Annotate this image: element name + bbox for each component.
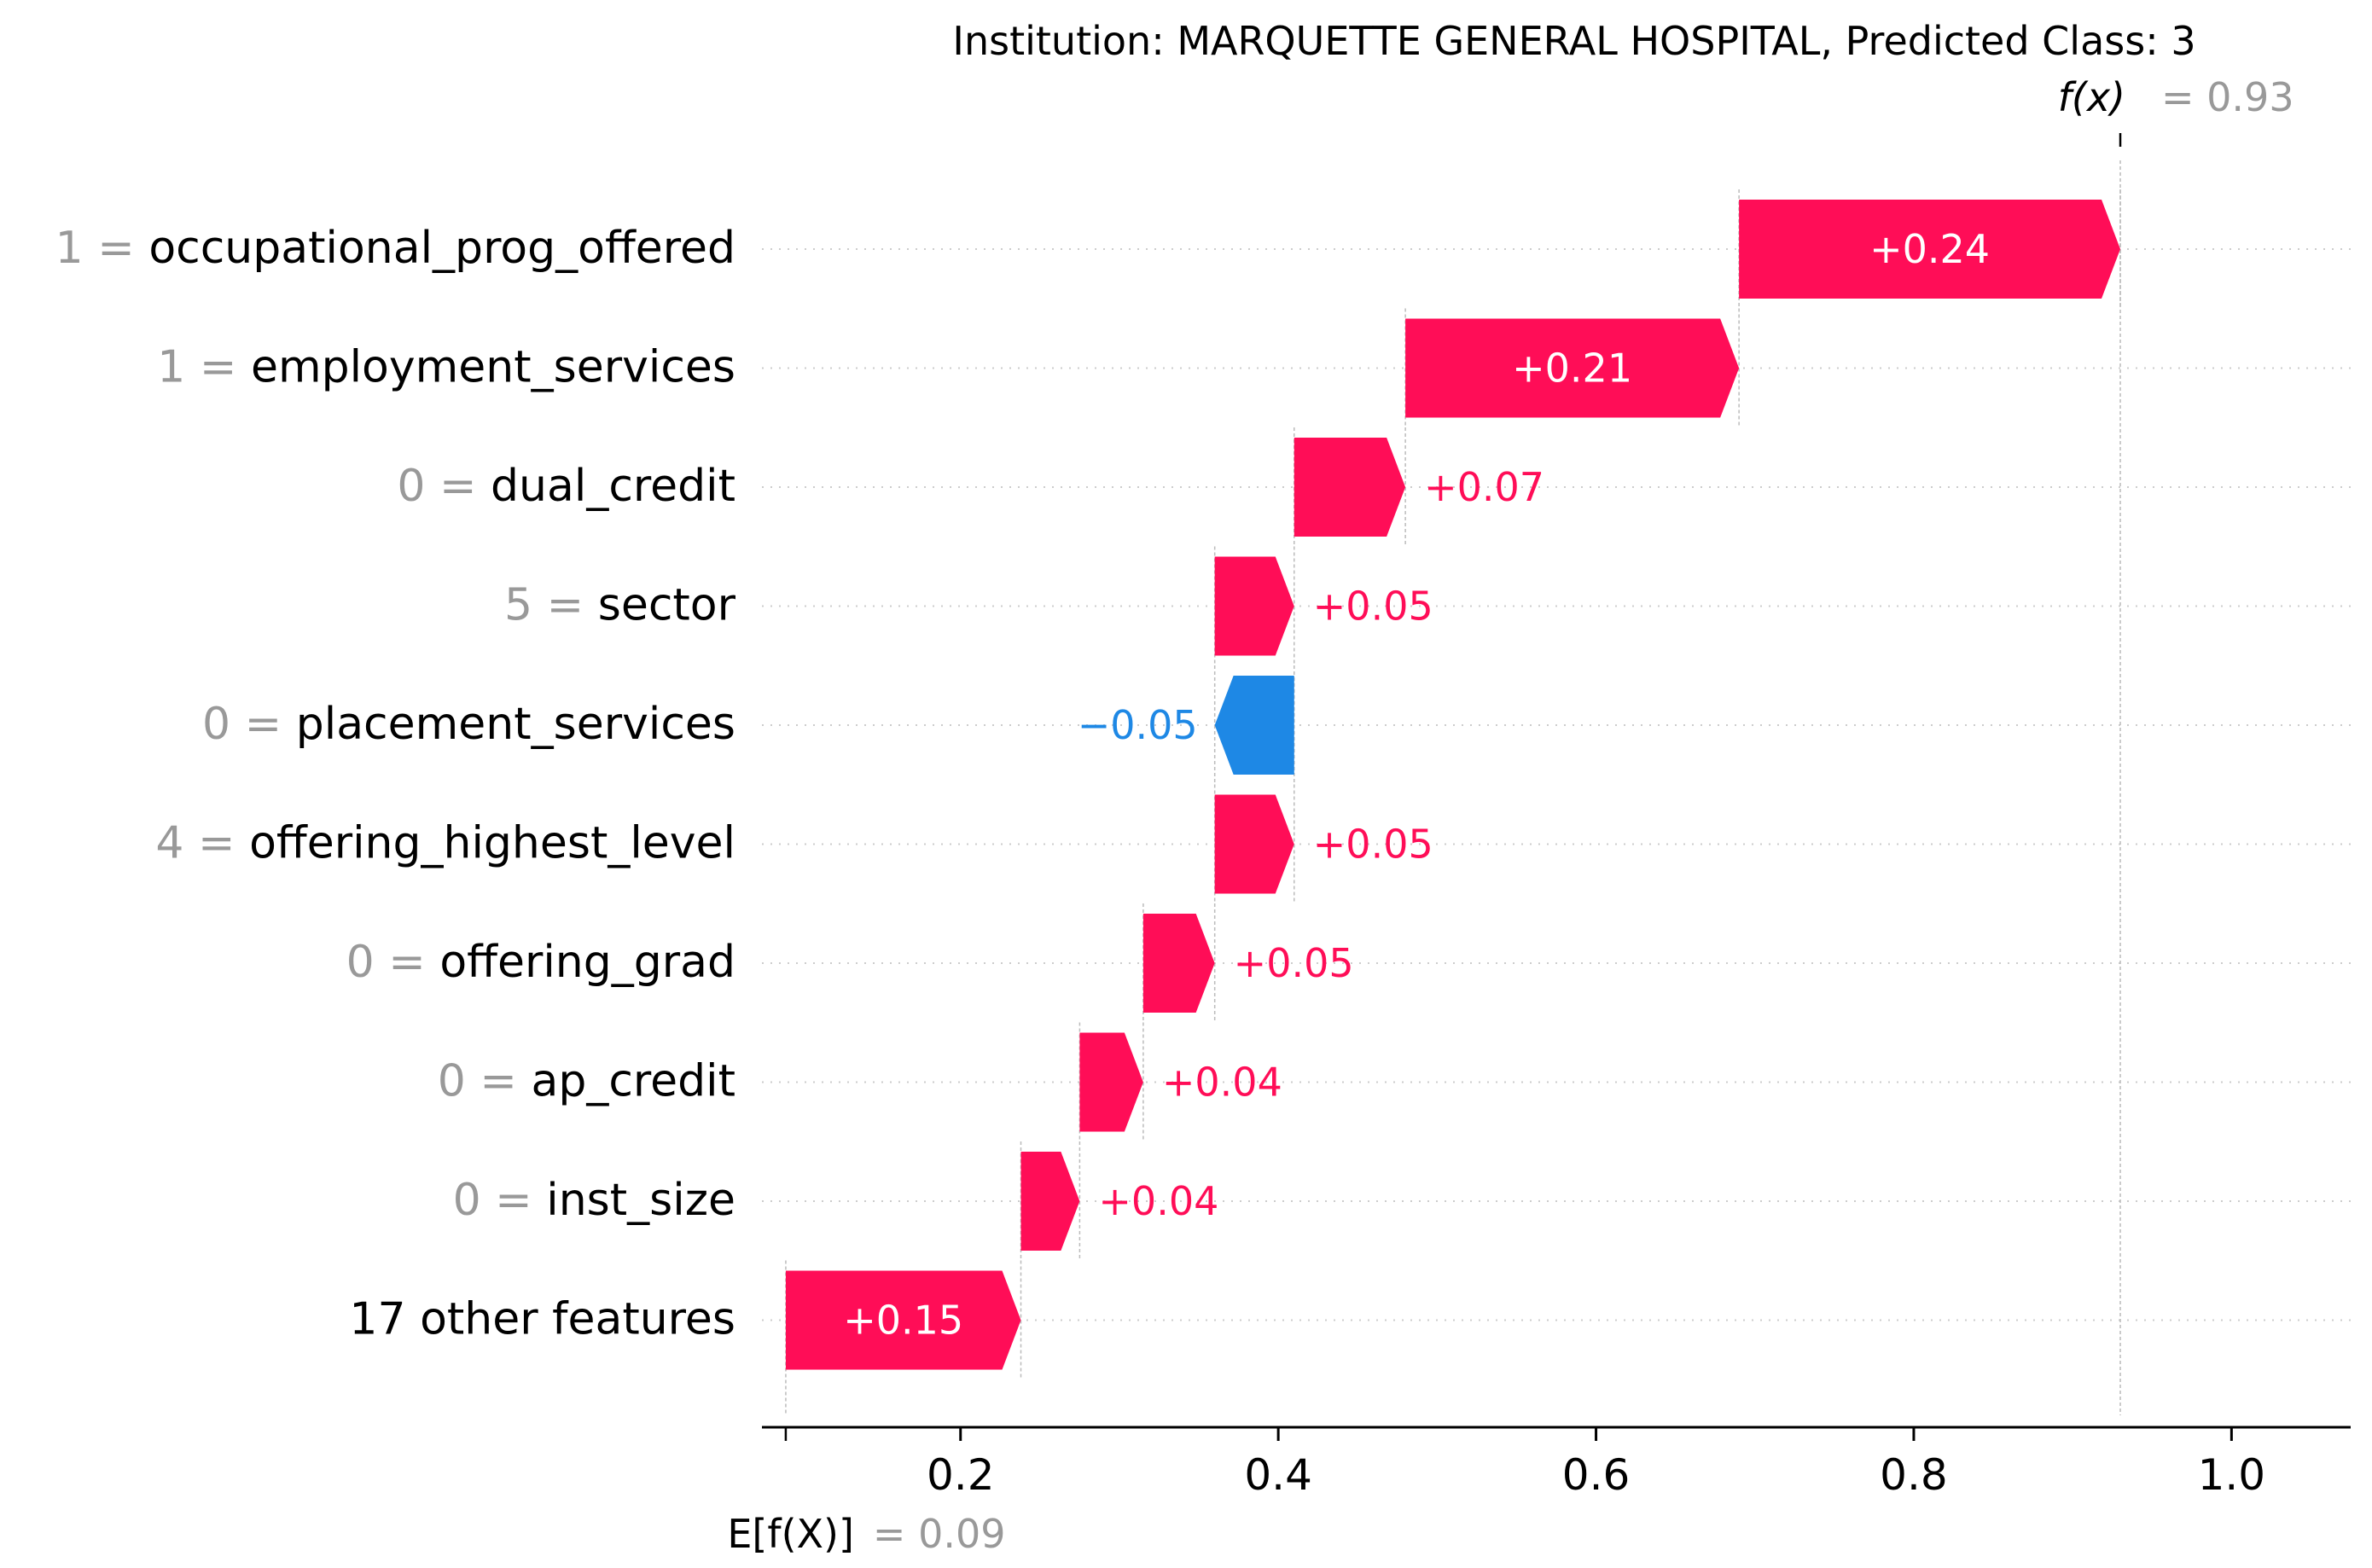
contribution-bars <box>785 200 2121 1370</box>
contribution-label: +0.15 <box>843 1298 963 1344</box>
x-tick-label: 0.6 <box>1562 1450 1631 1500</box>
feature-label: 0 = dual_credit <box>397 461 735 512</box>
x-tick-label: 1.0 <box>2198 1450 2266 1500</box>
feature-label: 5 = sector <box>504 580 736 631</box>
feature-label: 0 = inst_size <box>453 1175 735 1226</box>
feature-label: 0 = placement_services <box>202 699 735 750</box>
row-guide-lines <box>762 248 2351 1321</box>
feature-label: 0 = ap_credit <box>438 1056 735 1107</box>
contribution-label: +0.05 <box>1313 822 1433 868</box>
feature-value: 0 = <box>346 937 440 988</box>
base-value: = 0.09 <box>873 1511 1006 1557</box>
feature-name: ap_credit <box>531 1056 735 1107</box>
chart-title: Institution: MARQUETTE GENERAL HOSPITAL,… <box>952 18 2195 64</box>
fx-label: f(x) <box>2058 74 2125 120</box>
contribution-bar <box>1405 318 1740 418</box>
feature-label: 4 = offering_highest_level <box>155 818 735 869</box>
contribution-bar <box>1739 200 2121 299</box>
fx-annotation: f(x) = 0.93 <box>2058 74 2294 147</box>
contribution-label: +0.24 <box>1869 226 1990 272</box>
feature-name: dual_credit <box>491 461 735 512</box>
feature-value: 0 = <box>438 1056 532 1107</box>
x-ticks: 0.2 0.4 0.6 0.8 1.0 <box>927 1427 2265 1500</box>
feature-name: offering_highest_level <box>249 818 735 869</box>
feature-name: occupational_prog_offered <box>148 223 735 274</box>
x-tick-label: 0.8 <box>1880 1450 1948 1500</box>
contribution-bar <box>1214 794 1294 894</box>
x-tick-label: 0.4 <box>1244 1450 1312 1500</box>
fx-value: = 0.93 <box>2161 74 2294 120</box>
contribution-bar <box>1214 676 1294 775</box>
feature-name: inst_size <box>546 1175 735 1226</box>
contribution-bar <box>1020 1152 1080 1251</box>
feature-value: 1 = <box>55 223 149 274</box>
contribution-label: +0.04 <box>1162 1060 1282 1106</box>
feature-value: 5 = <box>504 580 598 631</box>
contribution-label: −0.05 <box>1078 702 1198 748</box>
feature-label: 1 = employment_services <box>157 342 735 393</box>
feature-name: 17 other features <box>349 1294 735 1345</box>
contribution-label: +0.21 <box>1512 346 1632 392</box>
contribution-bar <box>1142 914 1215 1013</box>
feature-value: 0 = <box>397 461 491 512</box>
feature-name: placement_services <box>296 699 735 750</box>
contribution-labels: +0.24 +0.21 +0.07 +0.05 −0.05 +0.05 +0.05 +0.04… <box>843 226 1990 1344</box>
feature-name: offering_grad <box>439 937 735 988</box>
contribution-label: +0.07 <box>1424 464 1544 510</box>
feature-value: 0 = <box>202 699 296 750</box>
contribution-bar <box>1214 556 1294 656</box>
feature-label: 17 other features <box>349 1294 735 1345</box>
feature-value: 1 = <box>157 342 251 393</box>
x-axis: 0.2 0.4 0.6 0.8 1.0 <box>762 1426 2351 1500</box>
base-value-annotation: E[f(X)] = 0.09 <box>727 1427 1006 1557</box>
contribution-bar <box>1294 438 1406 537</box>
feature-name: employment_services <box>251 342 735 393</box>
feature-label: 0 = offering_grad <box>346 937 735 988</box>
base-value-label: E[f(X)] <box>727 1511 854 1557</box>
feature-name: sector <box>598 580 736 631</box>
feature-label: 1 = occupational_prog_offered <box>55 223 735 274</box>
contribution-label: +0.05 <box>1234 940 1354 986</box>
feature-value: 0 = <box>453 1175 547 1226</box>
feature-value: 4 = <box>155 818 249 869</box>
contribution-bar <box>1079 1032 1143 1132</box>
x-tick-label: 0.2 <box>927 1450 995 1500</box>
contribution-bar <box>785 1270 1021 1370</box>
contribution-label: +0.05 <box>1313 584 1433 630</box>
contribution-label: +0.04 <box>1098 1178 1218 1224</box>
